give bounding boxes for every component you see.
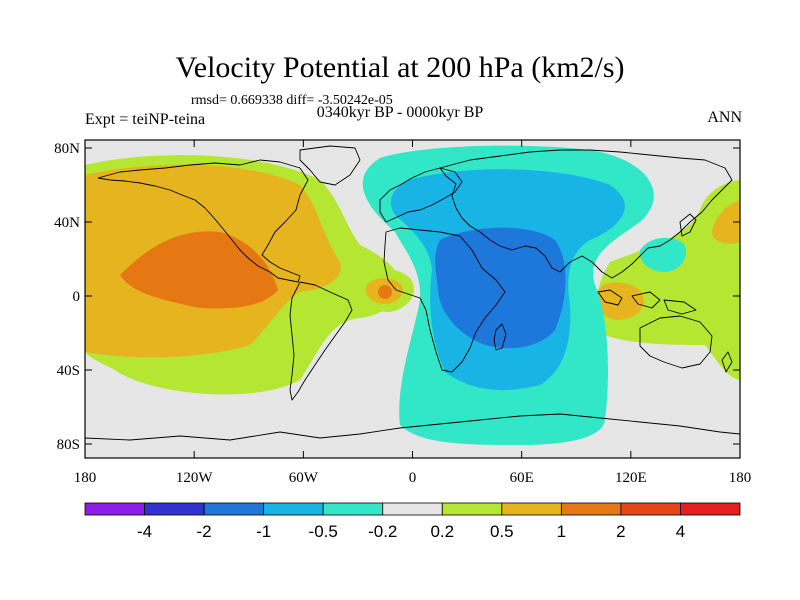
colorbar-label: -2 — [197, 522, 212, 541]
colorbar-box — [620, 502, 681, 516]
contour-neg-weak-northpac — [639, 237, 686, 272]
coastline-europe — [379, 167, 463, 223]
coastline-madagascar — [493, 323, 507, 351]
colorbar-label: -0.5 — [309, 522, 338, 541]
period-subtitle: 0340kyr BP - 0000kyr BP — [316, 104, 484, 121]
lon-tick-label: 60W — [289, 470, 319, 486]
coastline-japan — [679, 213, 697, 237]
lon-tick-label: 180 — [729, 470, 752, 486]
colorbar-labels: -4 -2 -1 -0.5 -0.2 0.2 0.5 1 2 4 — [137, 522, 685, 541]
colorbar-label: 0.2 — [430, 522, 454, 541]
contour-pos-weak-westpac — [596, 180, 740, 380]
contour-neg-strong-indian — [435, 227, 566, 349]
colorbar-box — [501, 502, 562, 516]
coastline-africa — [383, 227, 506, 373]
coastline-asia — [439, 149, 733, 279]
colorbar-label: 0.5 — [490, 522, 514, 541]
lat-tick-label: 40S — [57, 363, 80, 379]
map-title: Velocity Potential at 200 hPa (km2/s) — [175, 51, 625, 84]
colorbar-boxes — [84, 502, 741, 516]
lon-tick-label: 60E — [510, 470, 534, 486]
colorbar-label: -1 — [256, 522, 271, 541]
contour-pos-strong-pacific — [120, 231, 278, 309]
coastline-greenland — [299, 145, 361, 186]
coastline-new-zealand — [721, 351, 733, 373]
lon-tick-label: 120E — [615, 470, 647, 486]
colorbar-label: -4 — [137, 522, 152, 541]
lon-tick-label: 120W — [176, 470, 214, 486]
lat-tick-label: 80N — [54, 141, 80, 157]
colorbar-box — [382, 502, 443, 516]
coastline-north-america — [97, 159, 309, 283]
stats-label: rmsd= 0.669338 diff= -3.50242e-05 — [191, 93, 393, 108]
lon-tick-label: 0 — [409, 470, 417, 486]
coastline-antarctica — [85, 413, 740, 441]
coastline-south-america — [289, 281, 353, 401]
colorbar-box — [322, 502, 384, 516]
colorbar-box — [144, 502, 205, 516]
season-label: ANN — [707, 109, 742, 126]
contour-fills — [85, 145, 740, 446]
experiment-label: Expt = teiNP-teina — [85, 111, 206, 128]
colorbar-label: 1 — [557, 522, 566, 541]
colorbar-box — [203, 502, 265, 516]
colorbar-box — [263, 502, 324, 516]
lon-tick-label: 180 — [74, 470, 97, 486]
lat-tick-label: 0 — [73, 289, 81, 305]
colorbar-box — [560, 502, 622, 516]
lat-tick-label: 80S — [57, 437, 80, 453]
coastline-australia — [639, 315, 713, 369]
colorbar-box — [680, 502, 741, 516]
contour-pos-strong-atlantic — [378, 285, 392, 299]
lat-tick-label: 40N — [54, 215, 80, 231]
latitude-axis: 80N 40N 0 40S 80S — [54, 141, 740, 453]
longitude-axis: 180 120W 60W 0 60E 120E 180 — [74, 140, 752, 486]
colorbar-label: -0.2 — [368, 522, 397, 541]
colorbar-box — [84, 502, 145, 516]
colorbar-label: 4 — [676, 522, 685, 541]
colorbar-label: 2 — [616, 522, 625, 541]
coastlines — [85, 145, 740, 441]
coastline-indonesia — [597, 289, 697, 315]
contour-pos-medium-westpac — [596, 200, 740, 320]
colorbar-box — [441, 502, 503, 516]
